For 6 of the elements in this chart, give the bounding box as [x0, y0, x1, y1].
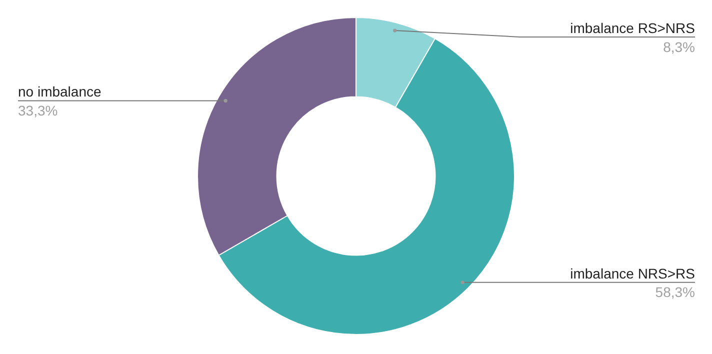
slice-label: imbalance NRS>RS [570, 265, 695, 282]
data-label: 8,3% [663, 38, 695, 55]
slice-label: imbalance RS>NRS [570, 20, 695, 36]
data-label: 33,3% [18, 102, 58, 119]
data-label: 58,3% [655, 284, 695, 300]
slice-label: no imbalance [18, 84, 102, 100]
